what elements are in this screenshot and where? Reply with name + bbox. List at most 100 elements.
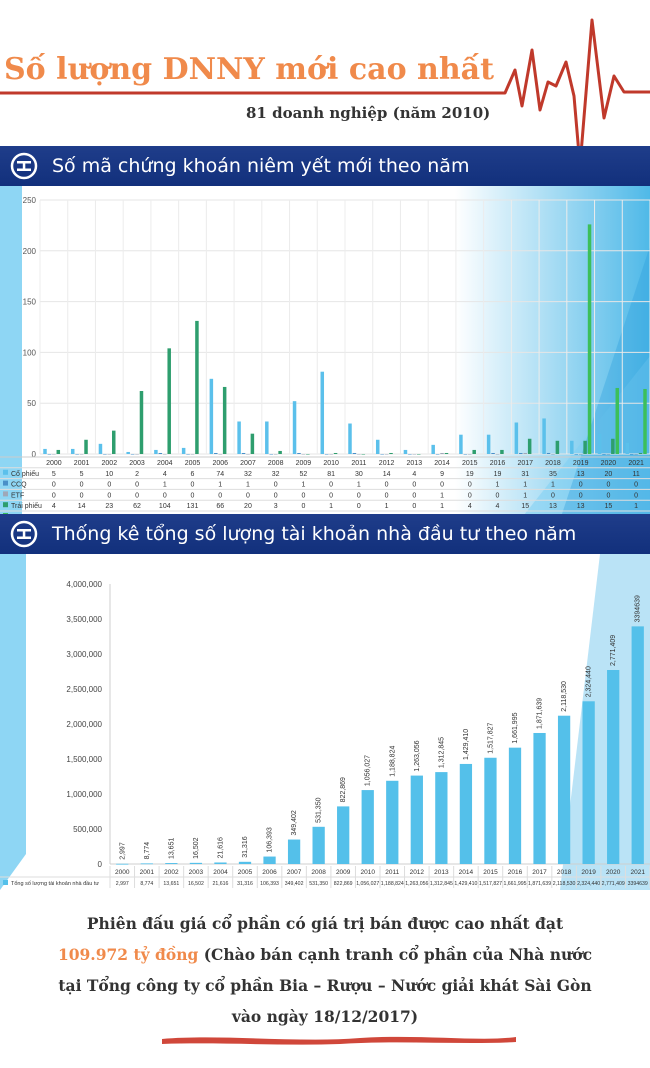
chart1-bar xyxy=(602,454,606,455)
chart1-legend-swatch xyxy=(3,480,8,486)
chart1-bar xyxy=(126,451,130,454)
chart2-data-label: 531,350 xyxy=(316,797,323,822)
chart1-bar xyxy=(403,449,408,454)
chart1-table-value: 0 xyxy=(579,492,583,499)
panel1-header: Số mã chứng khoán niêm yết mới theo năm xyxy=(0,146,650,186)
chart1-table-value: 0 xyxy=(301,503,305,510)
chart1-category-label: 2008 xyxy=(268,460,284,467)
chart2-y-tick: 500,000 xyxy=(73,825,102,834)
chart1-table-value: 20 xyxy=(244,503,252,510)
chart2-category-label: 2001 xyxy=(140,869,155,876)
investor-accounts-chart: 0 500,000 1,000,000 1,500,000 2,000,000 2,500… xyxy=(0,554,650,890)
chart2-table-value: 3394639 xyxy=(628,881,648,887)
chart2-y-tick: 3,000,000 xyxy=(66,650,102,659)
chart2-data-label: 106,393 xyxy=(267,827,274,852)
chart2-table-value: 13,651 xyxy=(163,881,179,887)
chart1-category-label: 2015 xyxy=(462,460,478,467)
chart1-bar xyxy=(495,454,500,455)
chart2-y-tick: 4,000,000 xyxy=(66,580,102,589)
chart1-bar xyxy=(43,448,47,454)
chart1-bar xyxy=(273,454,278,455)
chart1-bar xyxy=(361,454,366,455)
footer-highlight: 109.972 tỷ đồng xyxy=(57,945,199,964)
chart2-data-label: 2,997 xyxy=(119,842,126,860)
chart1-legend-swatch xyxy=(3,502,8,508)
chart2-y-tick: 1,500,000 xyxy=(66,755,102,764)
chart1-table-value: 4 xyxy=(412,471,416,478)
chart2-y-tick: 2,500,000 xyxy=(66,685,102,694)
chart2-bar xyxy=(459,763,473,864)
chart1-table-value: 11 xyxy=(632,471,639,478)
chart2-table-value: 31,316 xyxy=(237,881,253,887)
chart1-bar xyxy=(611,438,615,454)
chart1-table-value: 0 xyxy=(80,492,84,499)
chart1-category-label: 2003 xyxy=(129,460,145,467)
chart1-table-value: 0 xyxy=(412,503,416,510)
chart2-table-value: 1,188,824 xyxy=(381,881,404,887)
chart2-data-label: 1,056,027 xyxy=(365,755,372,786)
chart2-bar xyxy=(189,862,203,864)
chart2-bar xyxy=(214,862,227,864)
chart2-table-value: 1,661,995 xyxy=(503,881,526,887)
chart1-table-value: 35 xyxy=(549,471,557,478)
chart2-table-value: 2,997 xyxy=(116,881,129,887)
chart1-bar xyxy=(324,454,329,455)
chart1-table-value: 3 xyxy=(274,503,278,510)
chart1-category-label: 2011 xyxy=(351,460,366,467)
chart1-bar xyxy=(278,450,282,454)
chart1-table-value: 74 xyxy=(216,471,224,478)
chart2-table-value: 1,263,056 xyxy=(405,881,428,887)
chart2-category-label: 2013 xyxy=(434,869,449,876)
chart1-bar xyxy=(389,452,393,454)
chart2-bar xyxy=(116,863,129,865)
chart1-bar xyxy=(265,421,269,454)
chart1-table-value: 19 xyxy=(494,471,502,478)
chart1-table-value: 4 xyxy=(52,503,56,510)
chart2-table-value: 21,616 xyxy=(213,881,229,887)
chart2-bar xyxy=(140,863,153,865)
chart1-bar xyxy=(167,348,171,454)
chart2-table-value: 2,118,530 xyxy=(553,881,576,887)
chart2-bar xyxy=(337,806,350,864)
chart1-bar xyxy=(412,454,417,455)
chart1-table-value: 66 xyxy=(216,503,224,510)
chart1-bar xyxy=(444,452,449,454)
chart2-table-value: 1,312,845 xyxy=(430,881,453,887)
chart1-legend-label: CCQ xyxy=(11,482,27,489)
chart1-table-value: 131 xyxy=(187,503,199,510)
chart2-legend-label: Tổng số lượng tài khoản nhà đầu tư xyxy=(11,880,99,887)
chart1-bar xyxy=(195,320,199,454)
chart1-bar xyxy=(357,454,361,455)
chart1-table-value: 1 xyxy=(440,492,444,499)
chart2-table-value: 1,517,827 xyxy=(479,881,502,887)
chart2-bar xyxy=(165,863,178,864)
chart1-y-tick: 100 xyxy=(23,348,37,357)
chart1-y-tick: 200 xyxy=(23,247,37,256)
chart1-table-value: 0 xyxy=(551,492,555,499)
chart2-category-label: 2018 xyxy=(557,869,572,876)
chart1-table-value: 14 xyxy=(383,471,391,478)
chart1-bar xyxy=(135,454,139,455)
footer-line4: vào ngày 18/12/2017) xyxy=(231,1007,419,1026)
chart1-bar xyxy=(408,454,412,455)
chart2-bar xyxy=(484,757,497,864)
chart1-y-tick: 0 xyxy=(32,450,37,459)
chart1-bar xyxy=(269,454,273,455)
heartbeat-line-icon xyxy=(0,18,650,168)
chart1-table-value: 9 xyxy=(440,471,444,478)
chart2-category-label: 2003 xyxy=(189,869,204,876)
chart1-table-value: 0 xyxy=(52,482,56,489)
chart2-category-label: 2008 xyxy=(311,869,326,876)
chart2-category-label: 2016 xyxy=(508,869,523,876)
chart2-data-label: 2,118,530 xyxy=(561,681,568,712)
chart1-table-value: 10 xyxy=(105,471,113,478)
chart2-category-label: 2009 xyxy=(336,869,351,876)
panel2-header: Thống kê tổng số lượng tài khoản nhà đầu… xyxy=(0,514,650,554)
chart2-category-label: 2007 xyxy=(287,869,302,876)
chart1-bar xyxy=(333,452,338,454)
chart1-table-value: 1 xyxy=(385,503,389,510)
chart1-category-label: 2007 xyxy=(240,460,256,467)
chart1-table-value: 0 xyxy=(329,482,333,489)
chart1-table-value: 13 xyxy=(549,503,557,510)
chart1-bar xyxy=(542,418,546,454)
